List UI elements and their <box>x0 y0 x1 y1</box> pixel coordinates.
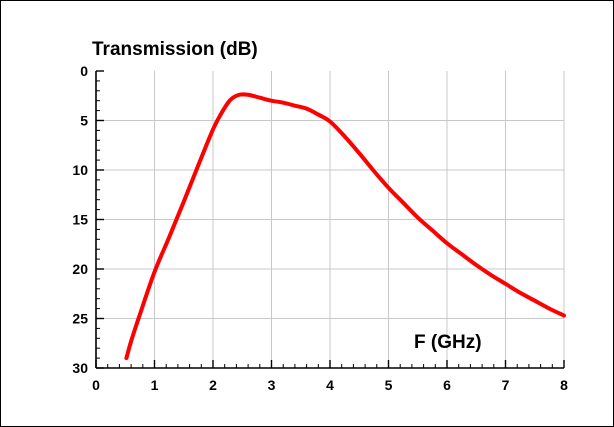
x-tick-label: 8 <box>560 377 568 393</box>
y-axis-label: Transmission (dB) <box>92 39 258 60</box>
x-tick-label: 0 <box>92 377 100 393</box>
x-tick-label: 5 <box>385 377 393 393</box>
series-line <box>124 92 566 361</box>
x-tick-label: 6 <box>443 377 451 393</box>
y-tick-label: 0 <box>80 63 88 79</box>
y-tick-label: 10 <box>72 162 88 178</box>
y-tick-label: 25 <box>72 311 88 327</box>
y-tick-labels: 0 5 10 15 20 25 30 <box>72 63 88 376</box>
minor-ticks <box>96 80 553 368</box>
y-tick-label: 30 <box>72 360 88 376</box>
x-tick-label: 1 <box>151 377 159 393</box>
x-tick-labels: 0 1 2 3 4 5 6 7 8 <box>92 377 568 393</box>
x-axis-label: F (GHz) <box>414 332 482 353</box>
x-tick-label: 7 <box>502 377 510 393</box>
major-ticks <box>95 70 565 369</box>
x-tick-label: 2 <box>209 377 217 393</box>
y-tick-label: 5 <box>80 113 88 129</box>
y-tick-label: 15 <box>72 212 88 228</box>
x-tick-label: 4 <box>326 377 334 393</box>
y-tick-label: 20 <box>72 261 88 277</box>
grid <box>96 71 565 368</box>
x-tick-label: 3 <box>268 377 276 393</box>
